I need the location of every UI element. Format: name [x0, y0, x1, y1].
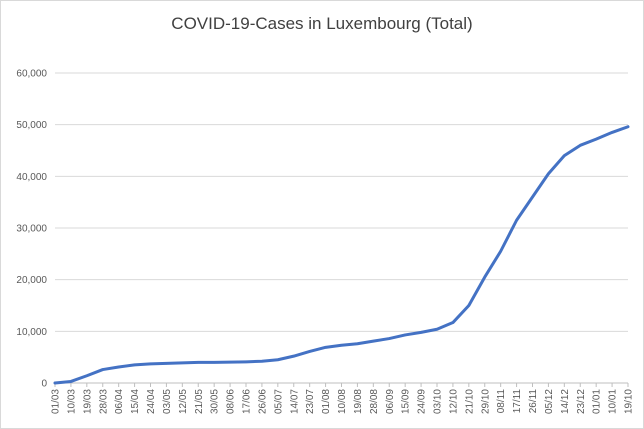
x-tick-label: 17/11: [512, 389, 523, 414]
x-tick-label: 28/03: [98, 389, 109, 414]
data-point: [499, 250, 502, 253]
x-tick-label: 12/05: [178, 389, 189, 414]
data-point: [212, 361, 216, 364]
x-tick-label: 24/09: [417, 389, 428, 414]
y-tick-label: 60,000: [16, 69, 47, 80]
y-tick-label: 40,000: [16, 172, 47, 183]
data-point: [435, 328, 439, 331]
data-point: [149, 362, 152, 366]
data-point: [340, 344, 343, 347]
data-point: [467, 304, 471, 307]
x-tick-label: 14/12: [560, 389, 571, 414]
y-tick-label: 10,000: [16, 327, 47, 338]
x-tick-label: 14/07: [289, 389, 300, 414]
data-point: [165, 362, 168, 365]
x-tick-label: 19/03: [82, 389, 93, 414]
data-point: [197, 361, 200, 364]
x-tick-label: 23/12: [576, 389, 587, 414]
data-point: [181, 361, 184, 365]
x-tick-label: 30/05: [210, 389, 221, 414]
x-tick-label: 15/04: [130, 389, 141, 414]
x-tick-label: 21/10: [464, 389, 475, 414]
data-point: [69, 380, 73, 383]
x-tick-label: 05/12: [544, 389, 555, 414]
data-point: [276, 358, 280, 361]
y-tick-label: 20,000: [16, 275, 47, 286]
data-point: [292, 354, 295, 358]
x-tick-label: 26/06: [257, 389, 268, 414]
data-point: [308, 350, 311, 353]
x-tick-label: 03/05: [162, 389, 173, 414]
x-tick-label: 26/11: [528, 389, 539, 414]
x-tick-label: 10/08: [337, 389, 348, 414]
data-point: [244, 360, 248, 364]
data-point: [579, 144, 582, 147]
x-tick-label: 01/01: [592, 389, 603, 414]
data-point: [419, 331, 423, 334]
x-tick-label: 19/10: [624, 389, 635, 414]
y-tick-label: 0: [41, 379, 47, 390]
x-tick-label: 01/03: [51, 389, 62, 414]
data-point: [626, 125, 630, 128]
data-point: [403, 333, 407, 337]
x-tick-label: 01/08: [321, 389, 332, 414]
data-point: [483, 275, 486, 279]
data-point: [356, 342, 359, 345]
data-point: [594, 137, 598, 141]
data-point: [563, 154, 566, 157]
data-point: [372, 339, 375, 343]
x-tick-label: 03/10: [433, 389, 444, 414]
data-point: [85, 374, 89, 377]
chart-title: COVID-19-Cases in Luxembourg (Total): [171, 14, 473, 33]
data-point: [515, 219, 518, 222]
x-tick-label: 24/04: [146, 389, 157, 414]
data-point: [451, 321, 455, 324]
data-point: [531, 195, 534, 199]
data-point: [228, 360, 232, 364]
data-point: [610, 131, 614, 134]
data-point: [117, 365, 120, 369]
x-tick-label: 12/10: [448, 389, 459, 414]
x-tick-label: 06/09: [385, 389, 396, 414]
x-tick-label: 06/04: [114, 389, 125, 414]
x-tick-label: 21/05: [194, 389, 205, 414]
y-tick-label: 30,000: [16, 224, 47, 235]
x-tick-label: 05/07: [273, 389, 284, 414]
x-tick-label: 23/07: [305, 389, 316, 414]
data-point: [101, 368, 104, 371]
x-tick-label: 15/09: [401, 389, 412, 414]
data-point: [324, 346, 327, 349]
x-tick-label: 10/01: [608, 389, 619, 414]
x-tick-label: 10/03: [66, 389, 77, 414]
data-point: [260, 360, 264, 363]
data-point: [133, 363, 136, 367]
data-point: [53, 381, 57, 385]
x-tick-label: 29/10: [480, 389, 491, 414]
data-point: [388, 337, 391, 340]
x-tick-label: 28/08: [369, 389, 380, 414]
x-tick-label: 08/06: [226, 389, 237, 414]
data-point: [547, 172, 550, 175]
x-tick-label: 08/11: [496, 389, 507, 414]
y-tick-label: 50,000: [16, 120, 47, 131]
x-tick-label: 19/08: [353, 389, 364, 414]
x-tick-label: 17/06: [242, 389, 253, 414]
